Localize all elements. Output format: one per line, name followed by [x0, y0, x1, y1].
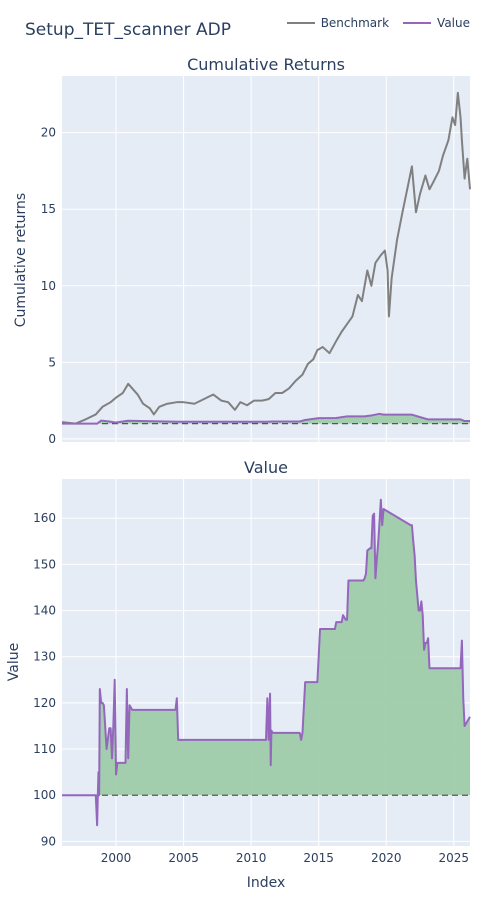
- cumulative-returns-subplot: Cumulative Returns Cumulative returns 0 5…: [13, 55, 471, 446]
- legend[interactable]: Benchmark Value: [286, 16, 470, 30]
- legend-item-value[interactable]: Value: [403, 16, 470, 30]
- x-tick-label: 2020: [371, 851, 402, 865]
- x-tick-label: 2025: [439, 851, 470, 865]
- y-tick-label: 160: [33, 511, 56, 525]
- page-title: Setup_TET_scanner ADP: [25, 20, 231, 40]
- legend-label-benchmark: Benchmark: [320, 16, 390, 30]
- series-line-benchmark: [61, 91, 471, 425]
- x-axis-title-index: Index: [247, 875, 286, 891]
- y-tick-label: 120: [33, 696, 56, 710]
- value-subplot: Value Value Index 90 100 110 120 130 140 150 16…: [6, 458, 471, 891]
- x-tick-label: 2000: [101, 851, 132, 865]
- y-axis-title-value: Value: [6, 643, 22, 681]
- y-axis-title-cumulative-returns: Cumulative returns: [13, 193, 29, 327]
- x-tick-label: 2010: [236, 851, 267, 865]
- series-line-value: [62, 498, 471, 827]
- legend-swatch-value: [403, 22, 432, 24]
- y-tick-label: 20: [41, 126, 56, 140]
- y-tick-label: 100: [33, 788, 56, 802]
- legend-item-benchmark[interactable]: Benchmark: [286, 16, 390, 30]
- y-tick-label: 110: [33, 742, 56, 756]
- plot-background: [62, 76, 470, 442]
- legend-swatch-benchmark: [286, 22, 315, 24]
- y-tick-label: 5: [48, 355, 56, 369]
- y-tick-label: 0: [48, 432, 56, 446]
- x-tick-label: 2005: [168, 851, 199, 865]
- y-tick-label: 140: [33, 604, 56, 618]
- subplot-title-cumulative-returns: Cumulative Returns: [187, 55, 345, 74]
- y-tick-label: 10: [41, 279, 56, 293]
- y-tick-label: 130: [33, 650, 56, 664]
- y-tick-label: 90: [41, 834, 56, 848]
- series-line-value: [62, 412, 470, 425]
- value-fill-area: [62, 499, 470, 826]
- subplot-title-value: Value: [244, 458, 288, 477]
- legend-label-value: Value: [437, 16, 470, 30]
- y-tick-label: 15: [41, 202, 56, 216]
- x-tick-label: 2015: [303, 851, 334, 865]
- y-tick-label: 150: [33, 557, 56, 571]
